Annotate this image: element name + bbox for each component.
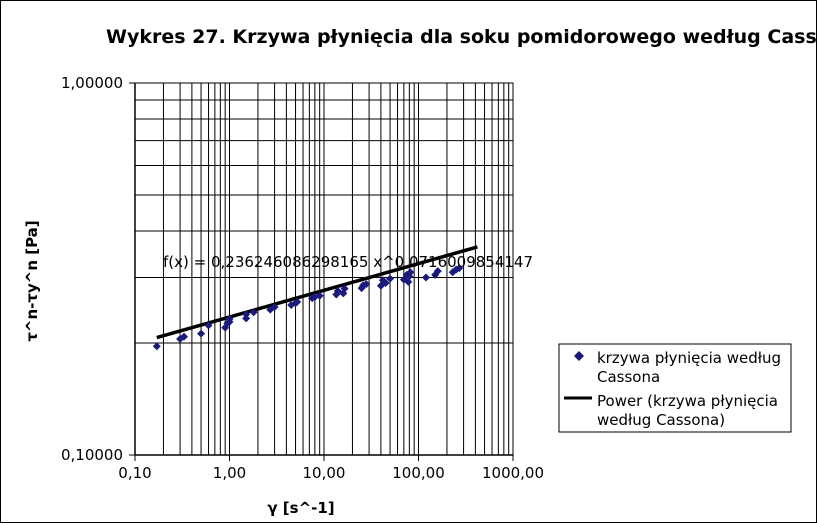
x-tick-label: 0,10 — [118, 464, 151, 482]
legend-label-points: krzywa płynięcia według Cassona — [597, 349, 786, 386]
data-point — [270, 302, 279, 311]
data-point — [179, 332, 188, 341]
data-point — [315, 291, 324, 300]
data-point — [152, 342, 161, 351]
power-trend-line — [156, 245, 478, 340]
data-point — [249, 308, 258, 317]
legend-marker-points — [574, 351, 584, 361]
data-point — [197, 329, 206, 338]
data-point — [225, 315, 234, 324]
y-tick-label: 0,10000 — [61, 446, 123, 464]
data-point — [386, 274, 395, 283]
data-point — [204, 321, 213, 330]
legend-box — [558, 343, 792, 433]
data-point — [406, 268, 415, 277]
data-point — [362, 280, 371, 289]
axes — [129, 82, 514, 461]
data-point — [421, 273, 430, 282]
trendline-equation: f(x) = 0,236246086298165 x^0,07160098541… — [163, 253, 533, 271]
tick-labels: 0,10 1,00 10,00 100,00 1000,00 0,10000 1,00000 — [61, 74, 544, 482]
data-point — [455, 264, 464, 273]
x-axis-title: γ [s^-1] — [267, 499, 334, 517]
data-point — [340, 284, 349, 293]
data-point — [404, 277, 413, 286]
trend-line-layer — [156, 245, 478, 340]
data-points — [152, 264, 464, 351]
x-tick-label: 1,00 — [213, 464, 246, 482]
x-tick-label: 100,00 — [392, 464, 445, 482]
data-point — [293, 297, 302, 306]
data-point — [242, 314, 251, 323]
grid — [134, 82, 514, 456]
data-point — [381, 278, 390, 287]
data-point — [433, 267, 442, 276]
legend-label-line: Power (krzywa płynięcia według Cassona) — [597, 392, 783, 429]
x-tick-label: 1000,00 — [482, 464, 544, 482]
chart-title: Wykres 27. Krzywa płynięcia dla soku pom… — [106, 26, 816, 48]
y-tick-label: 1,00000 — [61, 74, 123, 92]
y-axis-title: τ^n-τy^n [Pa] — [23, 220, 41, 341]
data-point — [242, 310, 251, 319]
legend: krzywa płynięcia według Cassona Power (k… — [558, 343, 792, 433]
x-tick-label: 10,00 — [303, 464, 346, 482]
